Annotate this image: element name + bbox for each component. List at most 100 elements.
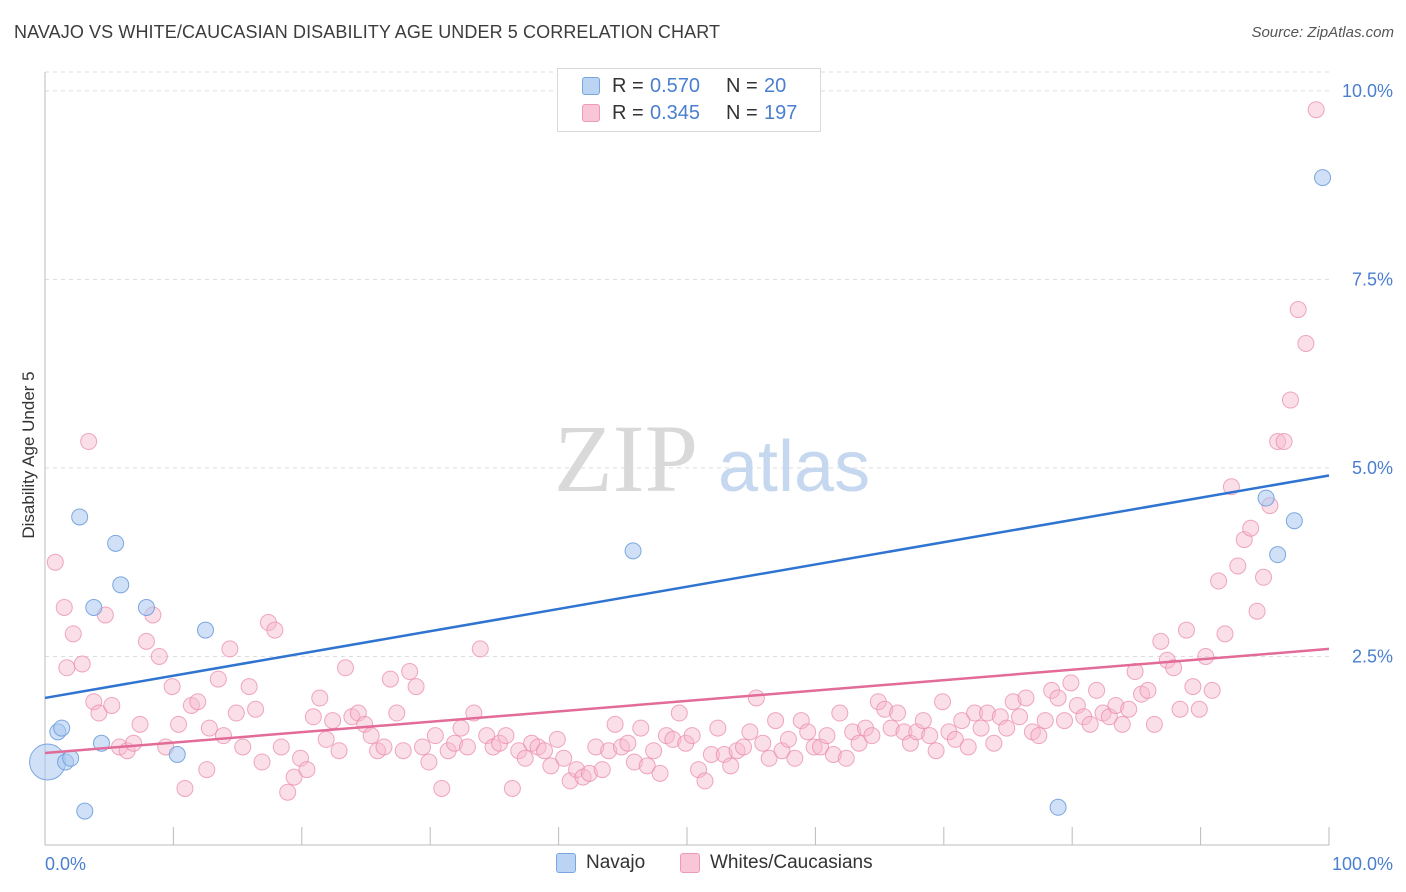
legend-label-navajo: Navajo: [586, 852, 646, 873]
whites-point: [1017, 689, 1035, 707]
whites-point: [1297, 334, 1315, 352]
whites-point: [1107, 696, 1125, 714]
whites-point: [959, 738, 977, 756]
whites-point: [471, 640, 489, 658]
whites-point: [542, 757, 560, 775]
whites-point: [1269, 433, 1287, 451]
whites-point: [998, 719, 1016, 737]
whites-point: [632, 719, 650, 737]
whites-point: [1242, 519, 1260, 537]
whites-point: [927, 742, 945, 760]
legend-row-whites: R = 0.345 N = 197: [582, 100, 797, 126]
whites-point: [170, 715, 188, 733]
whites-point: [64, 625, 82, 643]
whites-point: [516, 749, 534, 767]
whites-point: [317, 730, 335, 748]
whites-point: [426, 727, 444, 745]
y-tick-label: 2.5%: [1352, 646, 1393, 666]
y-tick-label: 10.0%: [1342, 81, 1393, 101]
whites-point: [741, 723, 759, 741]
r-value: 0.345: [650, 101, 701, 124]
whites-point: [914, 712, 932, 730]
whites-point: [394, 742, 412, 760]
whites-point: [503, 779, 521, 797]
navajo-point: [62, 749, 80, 767]
navajo-point: [1269, 546, 1287, 564]
y-axis-label: Disability Age Under 5: [19, 371, 38, 538]
navajo-point: [1314, 169, 1332, 187]
whites-point: [381, 670, 399, 688]
whites-point: [767, 712, 785, 730]
whites-point: [420, 753, 438, 771]
whites-point: [279, 783, 297, 801]
whites-point: [818, 727, 836, 745]
whites-point: [786, 749, 804, 767]
whites-point: [85, 693, 103, 711]
whites-point: [362, 727, 380, 745]
whites-point: [625, 753, 643, 771]
whites-point: [779, 730, 797, 748]
whites-point: [58, 659, 76, 677]
whites-point: [876, 700, 894, 718]
whites-point: [452, 719, 470, 737]
whites-point: [850, 734, 868, 752]
trend-lines: [44, 474, 1330, 755]
navajo-point: [85, 598, 103, 616]
series-whites-points: [46, 101, 1325, 801]
whites-point: [1120, 700, 1138, 718]
whites-point: [1062, 674, 1080, 692]
axes: [44, 72, 1330, 846]
whites-point: [1210, 572, 1228, 590]
whites-point: [580, 764, 598, 782]
whites-point: [401, 663, 419, 681]
n-value: 20: [764, 74, 787, 97]
whites-point: [55, 598, 73, 616]
whites-point: [266, 621, 284, 639]
whites-point: [1036, 712, 1054, 730]
watermark: ZIP atlas: [554, 405, 870, 512]
n-label: N =: [726, 74, 758, 97]
whites-point: [388, 704, 406, 722]
navajo-trend-line: [44, 474, 1330, 700]
n-value: 197: [764, 101, 798, 124]
whites-point: [221, 640, 239, 658]
whites-point: [619, 734, 637, 752]
navajo-point: [1049, 798, 1067, 816]
whites-point: [407, 678, 425, 696]
whites-point: [1184, 678, 1202, 696]
whites-point: [336, 659, 354, 677]
whites-point: [150, 647, 168, 665]
whites-point: [555, 749, 573, 767]
whites-point: [953, 712, 971, 730]
whites-point: [253, 753, 271, 771]
whites-point: [73, 655, 91, 673]
navajo-point: [1285, 512, 1303, 530]
n-label: N =: [726, 101, 758, 124]
whites-point: [837, 749, 855, 767]
whites-point: [375, 738, 393, 756]
whites-point: [125, 734, 143, 752]
r-label: R =: [612, 101, 644, 124]
legend-row-navajo: R = 0.570 N = 20: [582, 73, 786, 99]
whites-point: [593, 761, 611, 779]
watermark-atlas: atlas: [718, 427, 870, 507]
whites-point: [824, 746, 842, 764]
y-tick-label: 7.5%: [1352, 269, 1393, 289]
whites-point: [645, 742, 663, 760]
whites-point: [1248, 602, 1266, 620]
whites-swatch: [582, 104, 600, 122]
whites-point: [1145, 715, 1163, 733]
whites-point: [734, 738, 752, 756]
r-value: 0.570: [650, 74, 701, 97]
whites-point: [189, 693, 207, 711]
whites-point: [805, 738, 823, 756]
whites-point: [548, 730, 566, 748]
whites-point: [234, 738, 252, 756]
whites-point: [799, 723, 817, 741]
whites-point: [1197, 647, 1215, 665]
whites-point: [600, 742, 618, 760]
whites-point: [1152, 632, 1170, 650]
x-tick-label: 100.0%: [1332, 854, 1393, 874]
whites-point: [934, 693, 952, 711]
whites-point: [1113, 715, 1131, 733]
